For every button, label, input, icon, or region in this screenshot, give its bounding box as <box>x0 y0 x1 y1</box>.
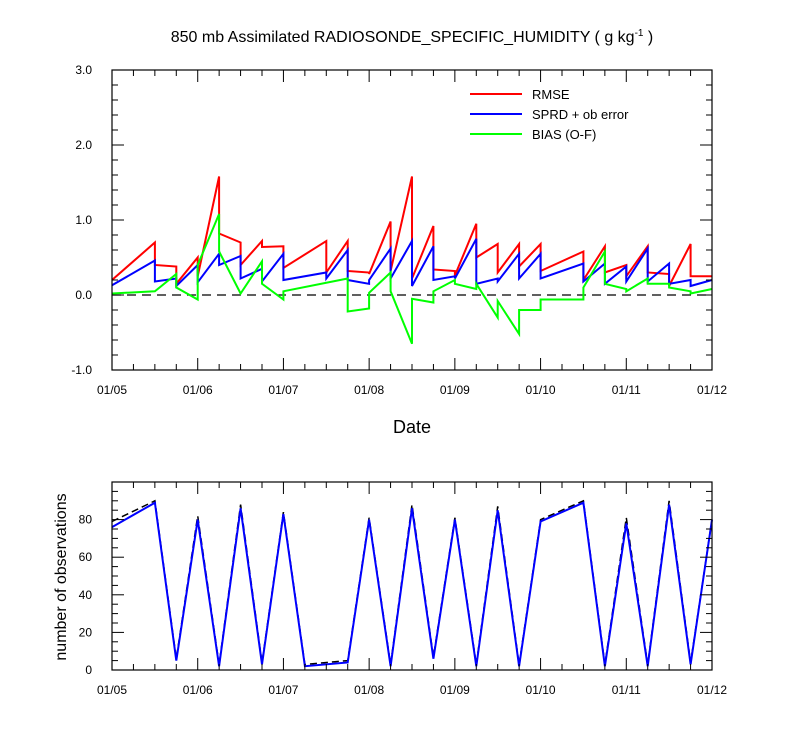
bottom-panel-ticks <box>111 481 713 671</box>
x-tick-label: 01/05 <box>97 683 127 697</box>
series-possible-observations-line <box>111 499 713 666</box>
x-tick-label: 01/09 <box>440 683 470 697</box>
legend: RMSE SPRD + ob error BIAS (O-F) <box>470 87 629 142</box>
x-tick-label: 01/12 <box>697 383 727 397</box>
y-tick-label: 3.0 <box>75 63 92 77</box>
x-tick-label: 01/10 <box>526 383 556 397</box>
chart-title: 850 mb Assimilated RADIOSONDE_SPECIFIC_H… <box>171 28 654 46</box>
y-tick-label: 0 <box>85 663 92 677</box>
y-tick-label: 60 <box>79 550 93 564</box>
series-bias-o-f-line <box>111 213 713 345</box>
x-tick-label: 01/05 <box>97 383 127 397</box>
series-rmse-line <box>111 176 712 287</box>
legend-label-bias-o-f: BIAS (O-F) <box>532 127 596 142</box>
bottom-panel: 01/05 01/06 01/07 01/08 01/09 01/10 01/11 01/12… <box>79 481 728 697</box>
x-tick-label: 01/07 <box>268 683 298 697</box>
x-tick-label: 01/12 <box>697 683 727 697</box>
top-panel-series <box>111 176 713 345</box>
top-panel-tick-labels: 01/05 01/06 01/07 01/08 01/09 01/10 01/11 01/12… <box>71 63 727 397</box>
x-tick-label: 01/11 <box>612 383 641 397</box>
x-tick-label: 01/08 <box>354 383 384 397</box>
y-axis-label-observations: number of observations <box>53 493 70 660</box>
y-tick-label: 40 <box>79 588 93 602</box>
legend-label-sprd-ob-error: SPRD + ob error <box>532 107 629 122</box>
top-panel-ticks <box>111 69 713 371</box>
top-panel: 01/05 01/06 01/07 01/08 01/09 01/10 01/11 01/12… <box>71 63 727 397</box>
x-tick-label: 01/08 <box>354 683 384 697</box>
x-tick-label: 01/10 <box>526 683 556 697</box>
series-sprd-ob-error-line <box>111 237 713 289</box>
x-tick-label: 01/06 <box>183 683 213 697</box>
y-tick-label: 0.0 <box>75 288 92 302</box>
y-tick-label: -1.0 <box>71 363 92 377</box>
x-axis-label: Date <box>393 417 431 437</box>
x-tick-label: 01/07 <box>268 383 298 397</box>
x-tick-label: 01/06 <box>183 383 213 397</box>
series-assimilated-observations-line <box>111 501 713 668</box>
bottom-panel-tick-labels: 01/05 01/06 01/07 01/08 01/09 01/10 01/11 01/12… <box>79 513 728 697</box>
bottom-panel-series <box>111 499 713 668</box>
y-tick-label: 80 <box>79 513 93 527</box>
y-tick-label: 1.0 <box>75 213 92 227</box>
y-tick-label: 20 <box>79 625 93 639</box>
x-tick-label: 01/09 <box>440 383 470 397</box>
legend-label-rmse: RMSE <box>532 87 570 102</box>
x-tick-label: 01/11 <box>612 683 641 697</box>
y-tick-label: 2.0 <box>75 138 92 152</box>
